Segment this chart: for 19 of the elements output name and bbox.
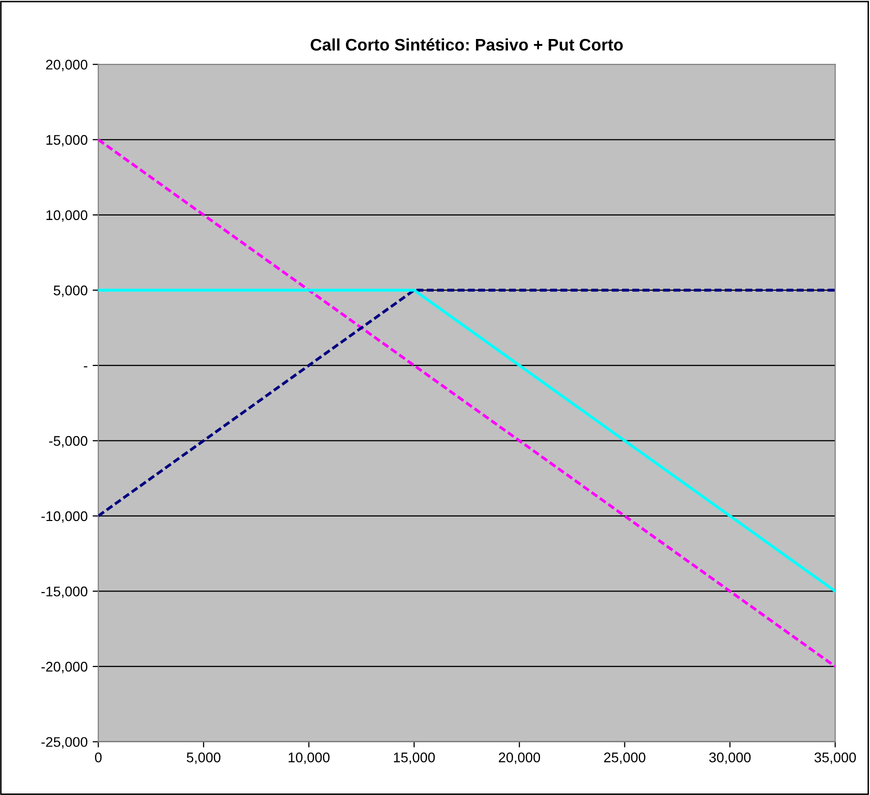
- x-tick-label: 25,000: [604, 752, 646, 764]
- y-tick-label: 15,000: [46, 134, 88, 146]
- y-tick-label: 20,000: [46, 60, 88, 72]
- chart-title: Call Corto Sintético: Pasivo + Put Corto: [310, 38, 623, 51]
- y-tick-label: -20,000: [41, 662, 88, 674]
- y-tick-label: -5,000: [49, 436, 88, 448]
- y-tick-label: 10,000: [46, 210, 88, 222]
- x-tick-label: 15,000: [394, 752, 435, 764]
- x-tick-label: 10,000: [288, 752, 330, 764]
- x-tick-label: 5,000: [186, 752, 220, 764]
- y-tick-label: -15,000: [41, 586, 88, 598]
- y-tick-label: 5,000: [54, 286, 88, 297]
- x-tick-label: 20,000: [498, 752, 540, 764]
- y-tick-label: -: [84, 366, 88, 368]
- x-tick-label: 35,000: [814, 752, 856, 764]
- y-tick-label: -25,000: [41, 737, 88, 749]
- x-tick-label: 0: [94, 752, 102, 762]
- x-tick-label: 30,000: [709, 752, 751, 764]
- y-tick-label: -10,000: [41, 511, 88, 523]
